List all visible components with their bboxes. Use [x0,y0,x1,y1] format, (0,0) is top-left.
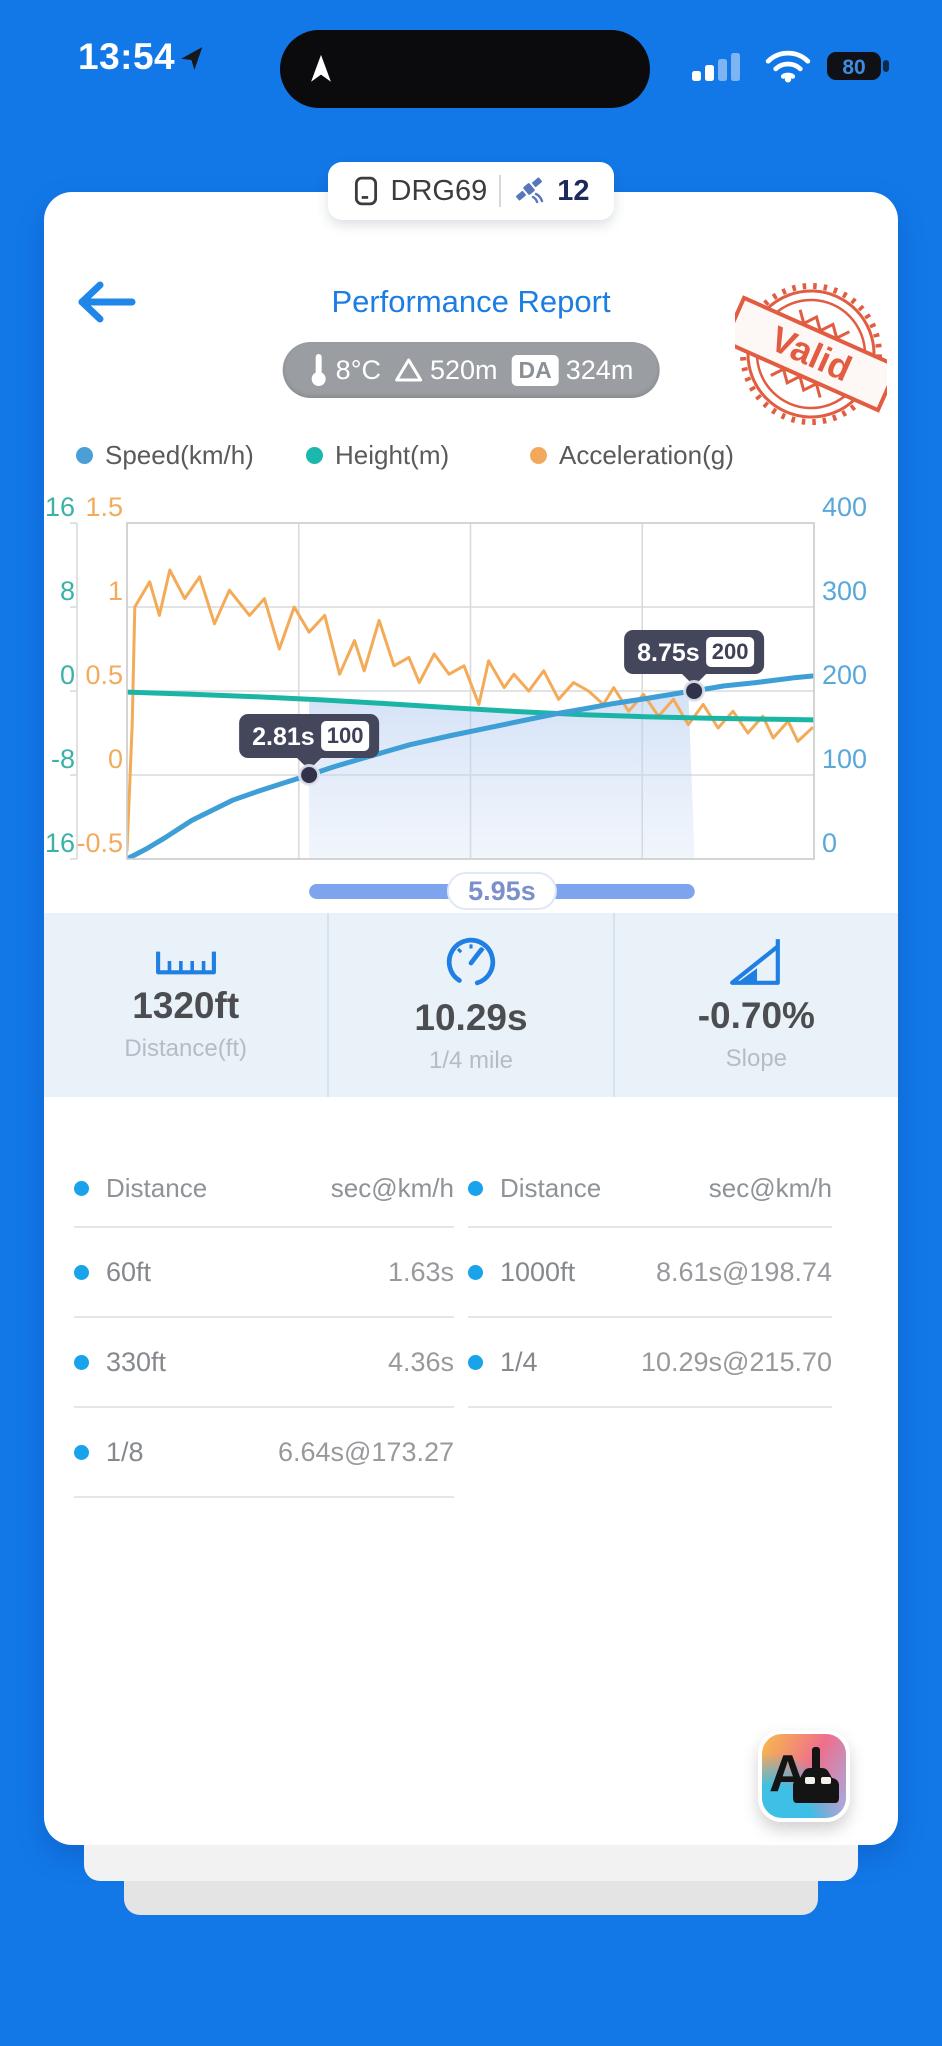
performance-chart[interactable]: 16 8 0 -8 -16 1.5 1 0.5 0 -0.5 400 300 200 100 0 5.95s 2… [36,492,898,916]
splits-table-left: Distance sec@km/h 60ft 1.63s 330ft 4.36s… [74,1150,454,1498]
svg-text:100: 100 [822,744,867,774]
svg-text:16: 16 [45,492,75,522]
dynamic-island [280,30,650,108]
svg-text:0: 0 [822,828,837,858]
marker-dot [683,680,706,702]
summary-stats-row: 1320ft Distance(ft) 10.29s 1/4 mile -0.7… [44,913,898,1097]
svg-text:200: 200 [822,660,867,690]
svg-text:-0.5: -0.5 [76,828,123,858]
stat-value: 1320ft [132,985,240,1026]
legend-item-height[interactable]: Height(m) [306,440,449,471]
satellite-count: 12 [557,174,590,207]
wifi-icon [765,50,811,83]
back-button[interactable] [72,280,138,324]
satellite-icon [516,177,544,204]
stacked-sheet [124,1881,818,1915]
battery-percent: 80 [842,56,865,79]
marker-dot [298,764,321,786]
series-height-line [127,689,814,723]
battery-icon: 80 [827,52,889,80]
selection-duration-label: 5.95s [468,876,536,906]
marker-value-label: 200 [712,639,749,664]
status-bar: 13:54 80 [0,0,942,110]
chart-marker-8.75s[interactable]: 8.75s 200 [624,630,765,702]
bullet-icon [468,1264,483,1280]
selection-band [309,691,695,859]
legend-label: Height(m) [335,440,450,470]
svg-text:-8: -8 [51,744,75,774]
svg-text:300: 300 [822,576,867,606]
ruler-icon [155,951,216,975]
legend-label: Acceleration(g) [559,440,734,470]
bullet-icon [74,1180,89,1196]
series-acceleration-line [127,568,814,853]
selection-duration-pill[interactable] [446,872,557,910]
table-header: Distance sec@km/h [468,1150,832,1228]
divider [499,175,502,207]
stat-quarter-mile: 10.29s 1/4 mile [329,913,615,1097]
ai-assistant-button[interactable]: A [758,1730,850,1822]
device-name: DRG69 [390,174,488,207]
splits-table-right: Distance sec@km/h 1000ft 8.61s@198.74 1/… [468,1150,832,1408]
slope-icon [730,939,781,985]
table-row: 330ft 4.36s [74,1318,454,1408]
table-row: 1/8 6.64s@173.27 [74,1408,454,1498]
stat-value: 10.29s [414,997,528,1038]
chart-marker-2.81s[interactable]: 2.81s 100 [239,714,380,786]
svg-text:-16: -16 [44,828,75,858]
speedometer-icon [446,937,496,987]
svg-text:0: 0 [60,660,75,690]
location-arrow-icon [181,47,203,70]
cellular-signal-icon [692,53,740,81]
bullet-icon [468,1180,483,1196]
bullet-icon [74,1354,89,1370]
legend-item-speed[interactable]: Speed(km/h) [76,440,254,471]
svg-text:8: 8 [60,576,75,606]
ai-car-icon: A [769,1745,839,1803]
svg-text:1: 1 [108,576,123,606]
legend-dot-speed [76,447,93,464]
environment-chip: 8°C 520m DA 324m [282,342,660,398]
legend-label: Speed(km/h) [105,440,254,470]
table-row: 1000ft 8.61s@198.74 [468,1228,832,1318]
stacked-sheet [84,1845,858,1881]
da-badge: DA [511,354,559,386]
table-row: 1/4 10.29s@215.70 [468,1318,832,1408]
chart-legend: Speed(km/h) Height(m) Acceleration(g) [44,440,898,476]
legend-item-acceleration[interactable]: Acceleration(g) [530,440,734,471]
svg-text:0: 0 [108,744,123,774]
valid-stamp: Valid [735,283,887,425]
navigation-arrow-icon [311,54,331,82]
stat-label: Slope [725,1045,788,1072]
altitude-reading: 520m [395,355,498,386]
marker-value-label: 100 [327,723,364,748]
clock: 13:54 [78,36,176,77]
svg-text:1.5: 1.5 [85,492,123,522]
legend-dot-acceleration [530,447,547,464]
bullet-icon [468,1354,483,1370]
thermometer-icon [311,354,326,386]
legend-dot-height [306,447,323,464]
bullet-icon [74,1444,89,1460]
device-tab[interactable]: DRG69 12 [328,162,614,220]
report-card: Performance Report Valid 8°C 520m [36,192,898,1845]
page-title: Performance Report [331,284,611,319]
table-row: 60ft 1.63s [74,1228,454,1318]
table-header: Distance sec@km/h [74,1150,454,1228]
stat-distance: 1320ft Distance(ft) [44,913,330,1097]
stat-label: 1/4 mile [428,1047,514,1074]
marker-time-label: 8.75s [637,639,700,667]
stat-label: Distance(ft) [124,1035,248,1062]
stat-value: -0.70% [697,995,815,1036]
temperature-reading: 8°C [309,353,381,387]
svg-text:400: 400 [822,492,867,522]
mountain-icon [395,358,423,382]
density-altitude-reading: DA 324m [511,354,633,386]
marker-time-label: 2.81s [252,723,315,751]
device-icon [354,176,377,206]
svg-text:0.5: 0.5 [85,660,123,690]
bullet-icon [74,1264,89,1280]
stat-slope: -0.70% Slope [615,913,898,1097]
